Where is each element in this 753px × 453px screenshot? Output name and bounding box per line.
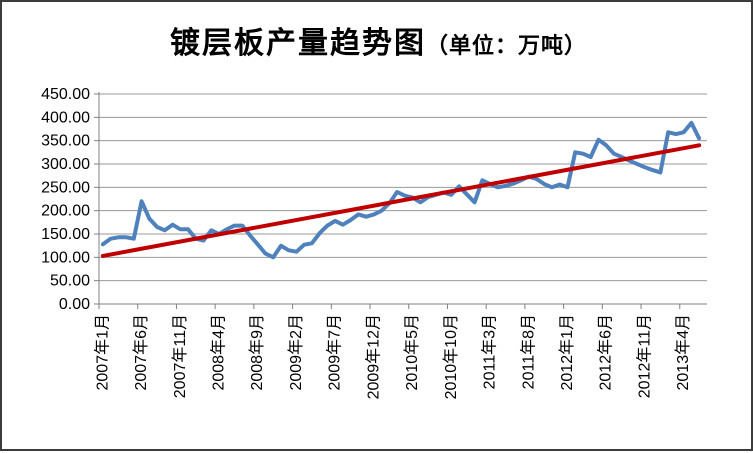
y-tick-label: 50.00	[50, 273, 90, 290]
trend-line	[100, 143, 702, 258]
chart-title-text: 镀层板产量趋势图	[169, 27, 426, 60]
x-tick-label: 2008年9月	[248, 314, 266, 391]
x-tick-label: 2012年11月	[635, 314, 653, 398]
chart-title-unit: （单位：万吨）	[425, 33, 587, 58]
y-tick-label: 0.00	[59, 296, 90, 313]
y-tick-label: 400.00	[41, 109, 90, 126]
production-series-line	[100, 120, 702, 260]
x-tick-label: 2011年3月	[481, 314, 499, 389]
x-tick-label: 2007年6月	[132, 314, 150, 391]
x-tick-label: 2007年11月	[171, 314, 189, 398]
chart-title: 镀层板产量趋势图（单位：万吨）	[2, 18, 753, 62]
y-tick-label: 100.00	[41, 249, 90, 266]
y-tick-label: 450.00	[41, 86, 90, 103]
x-tick-label: 2010年5月	[403, 314, 421, 391]
x-tick-label: 2011年8月	[519, 314, 537, 389]
x-tick-label: 2007年1月	[93, 314, 111, 391]
x-tick-label: 2009年2月	[287, 314, 305, 391]
y-tick-label: 350.00	[41, 133, 90, 150]
y-tick-label: 250.00	[41, 179, 90, 196]
x-tick-label: 2009年7月	[326, 314, 344, 391]
x-tick-label: 2013年4月	[674, 314, 692, 391]
y-tick-label: 150.00	[41, 226, 90, 243]
x-tick-label: 2010年10月	[442, 314, 460, 399]
x-tick-label: 2009年12月	[364, 314, 382, 399]
x-tick-label: 2008年4月	[210, 314, 228, 391]
y-tick-label: 200.00	[41, 203, 90, 220]
y-tick-label: 300.00	[41, 156, 90, 173]
x-tick-label: 2012年1月	[558, 314, 576, 391]
x-tick-label: 2012年6月	[597, 314, 615, 391]
